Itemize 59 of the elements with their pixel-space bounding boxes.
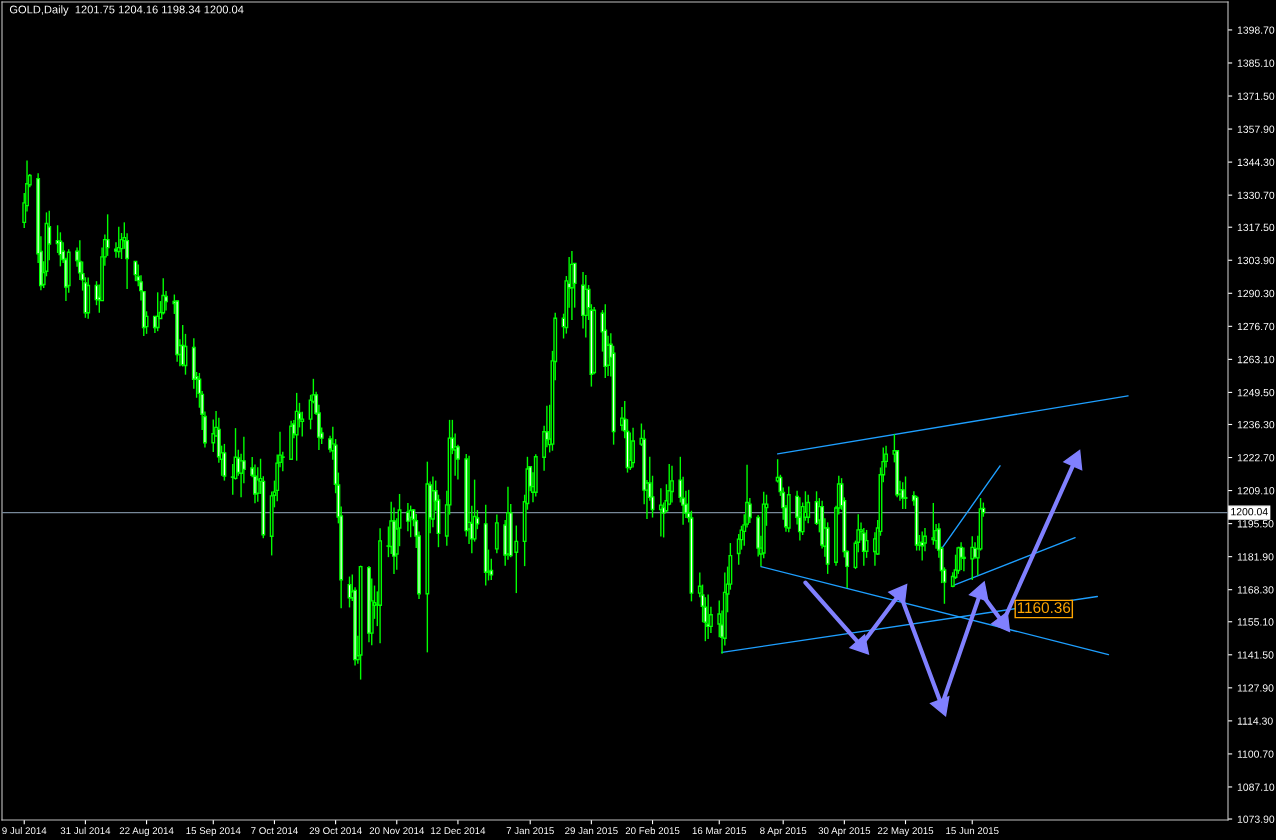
- x-tick-label: 9 Jul 2014: [2, 826, 47, 835]
- x-tick-label: 22 May 2015: [877, 827, 934, 837]
- point: [849, 634, 870, 655]
- x-tick-label: 15 Jun 2015: [946, 827, 999, 835]
- candlestick: [161, 277, 166, 316]
- candlestick: [931, 502, 936, 546]
- y-tick-label: 1073.90: [1237, 815, 1275, 823]
- candlestick: [956, 545, 961, 575]
- y-tick-label: 1127.90: [1237, 684, 1274, 692]
- y-tick-label: 1222.70: [1237, 454, 1275, 462]
- y-tick-label: 1303.90: [1237, 256, 1275, 265]
- candlestick: [670, 465, 674, 504]
- x-tick-label: 31 Jul 2014: [60, 826, 111, 835]
- ref-line-label: 1200.04: [1231, 508, 1268, 516]
- x-tick-label: 7 Jan 2015: [506, 827, 554, 835]
- point: [888, 583, 908, 605]
- x-tick-label: 22 Aug 2014: [119, 827, 174, 837]
- candlestick: [631, 426, 636, 469]
- point: [1063, 449, 1083, 471]
- y-tick-label: 1290.30: [1237, 289, 1275, 298]
- y-tick-label: 1317.50: [1237, 223, 1275, 232]
- y-tick-label: 1330.70: [1237, 191, 1275, 200]
- y-tick-label: 1141.50: [1237, 651, 1274, 659]
- y-tick-label: 1344.30: [1237, 158, 1275, 166]
- y-tick-label: 1263.10: [1237, 355, 1275, 364]
- y-tick-label: 1249.50: [1237, 388, 1275, 397]
- candlestick: [903, 475, 908, 510]
- y-tick-label: 1195.50: [1237, 520, 1274, 528]
- y-tick-label: 1087.10: [1237, 783, 1275, 791]
- candlestick: [628, 431, 633, 471]
- x-tick-label: 29 Jan 2015: [565, 827, 618, 835]
- point: [991, 611, 1011, 633]
- y-tick-label: 1371.50: [1237, 92, 1275, 100]
- chart-title: GOLD,Daily 1201.75 1204.16 1198.34 1200.04: [9, 5, 244, 16]
- y-tick-label: 1398.70: [1237, 26, 1275, 34]
- x-tick-label: 20 Feb 2015: [625, 826, 680, 835]
- candlestick: [133, 260, 138, 282]
- x-tick-label: 20 Nov 2014: [369, 827, 425, 835]
- annotation: 1160.36: [1017, 602, 1071, 614]
- y-tick-label: 1276.70: [1237, 322, 1275, 331]
- y-tick-label: 1100.70: [1237, 750, 1274, 758]
- x-tick-label: 7 Oct 2014: [251, 827, 298, 835]
- x-tick-label: 16 Mar 2015: [692, 827, 747, 835]
- y-tick-label: 1357.90: [1237, 125, 1275, 133]
- x-tick-label: 12 Dec 2014: [431, 827, 486, 835]
- x-tick-label: 8 Apr 2015: [760, 827, 807, 837]
- point: [968, 581, 989, 602]
- candlestick: [959, 541, 964, 571]
- y-tick-label: 1209.10: [1237, 487, 1275, 495]
- point: [930, 696, 950, 717]
- x-tick-label: 29 Oct 2014: [309, 827, 362, 835]
- x-tick-label: 15 Sep 2014: [186, 827, 241, 837]
- y-tick-label: 1168.30: [1237, 586, 1274, 594]
- y-tick-label: 1155.10: [1237, 618, 1274, 626]
- x-tick-label: 30 Apr 2015: [818, 827, 871, 837]
- y-tick-label: 1114.30: [1237, 717, 1273, 725]
- y-tick-label: 1181.90: [1237, 553, 1274, 561]
- y-tick-label: 1385.10: [1237, 59, 1275, 67]
- y-tick-label: 1236.30: [1237, 420, 1275, 429]
